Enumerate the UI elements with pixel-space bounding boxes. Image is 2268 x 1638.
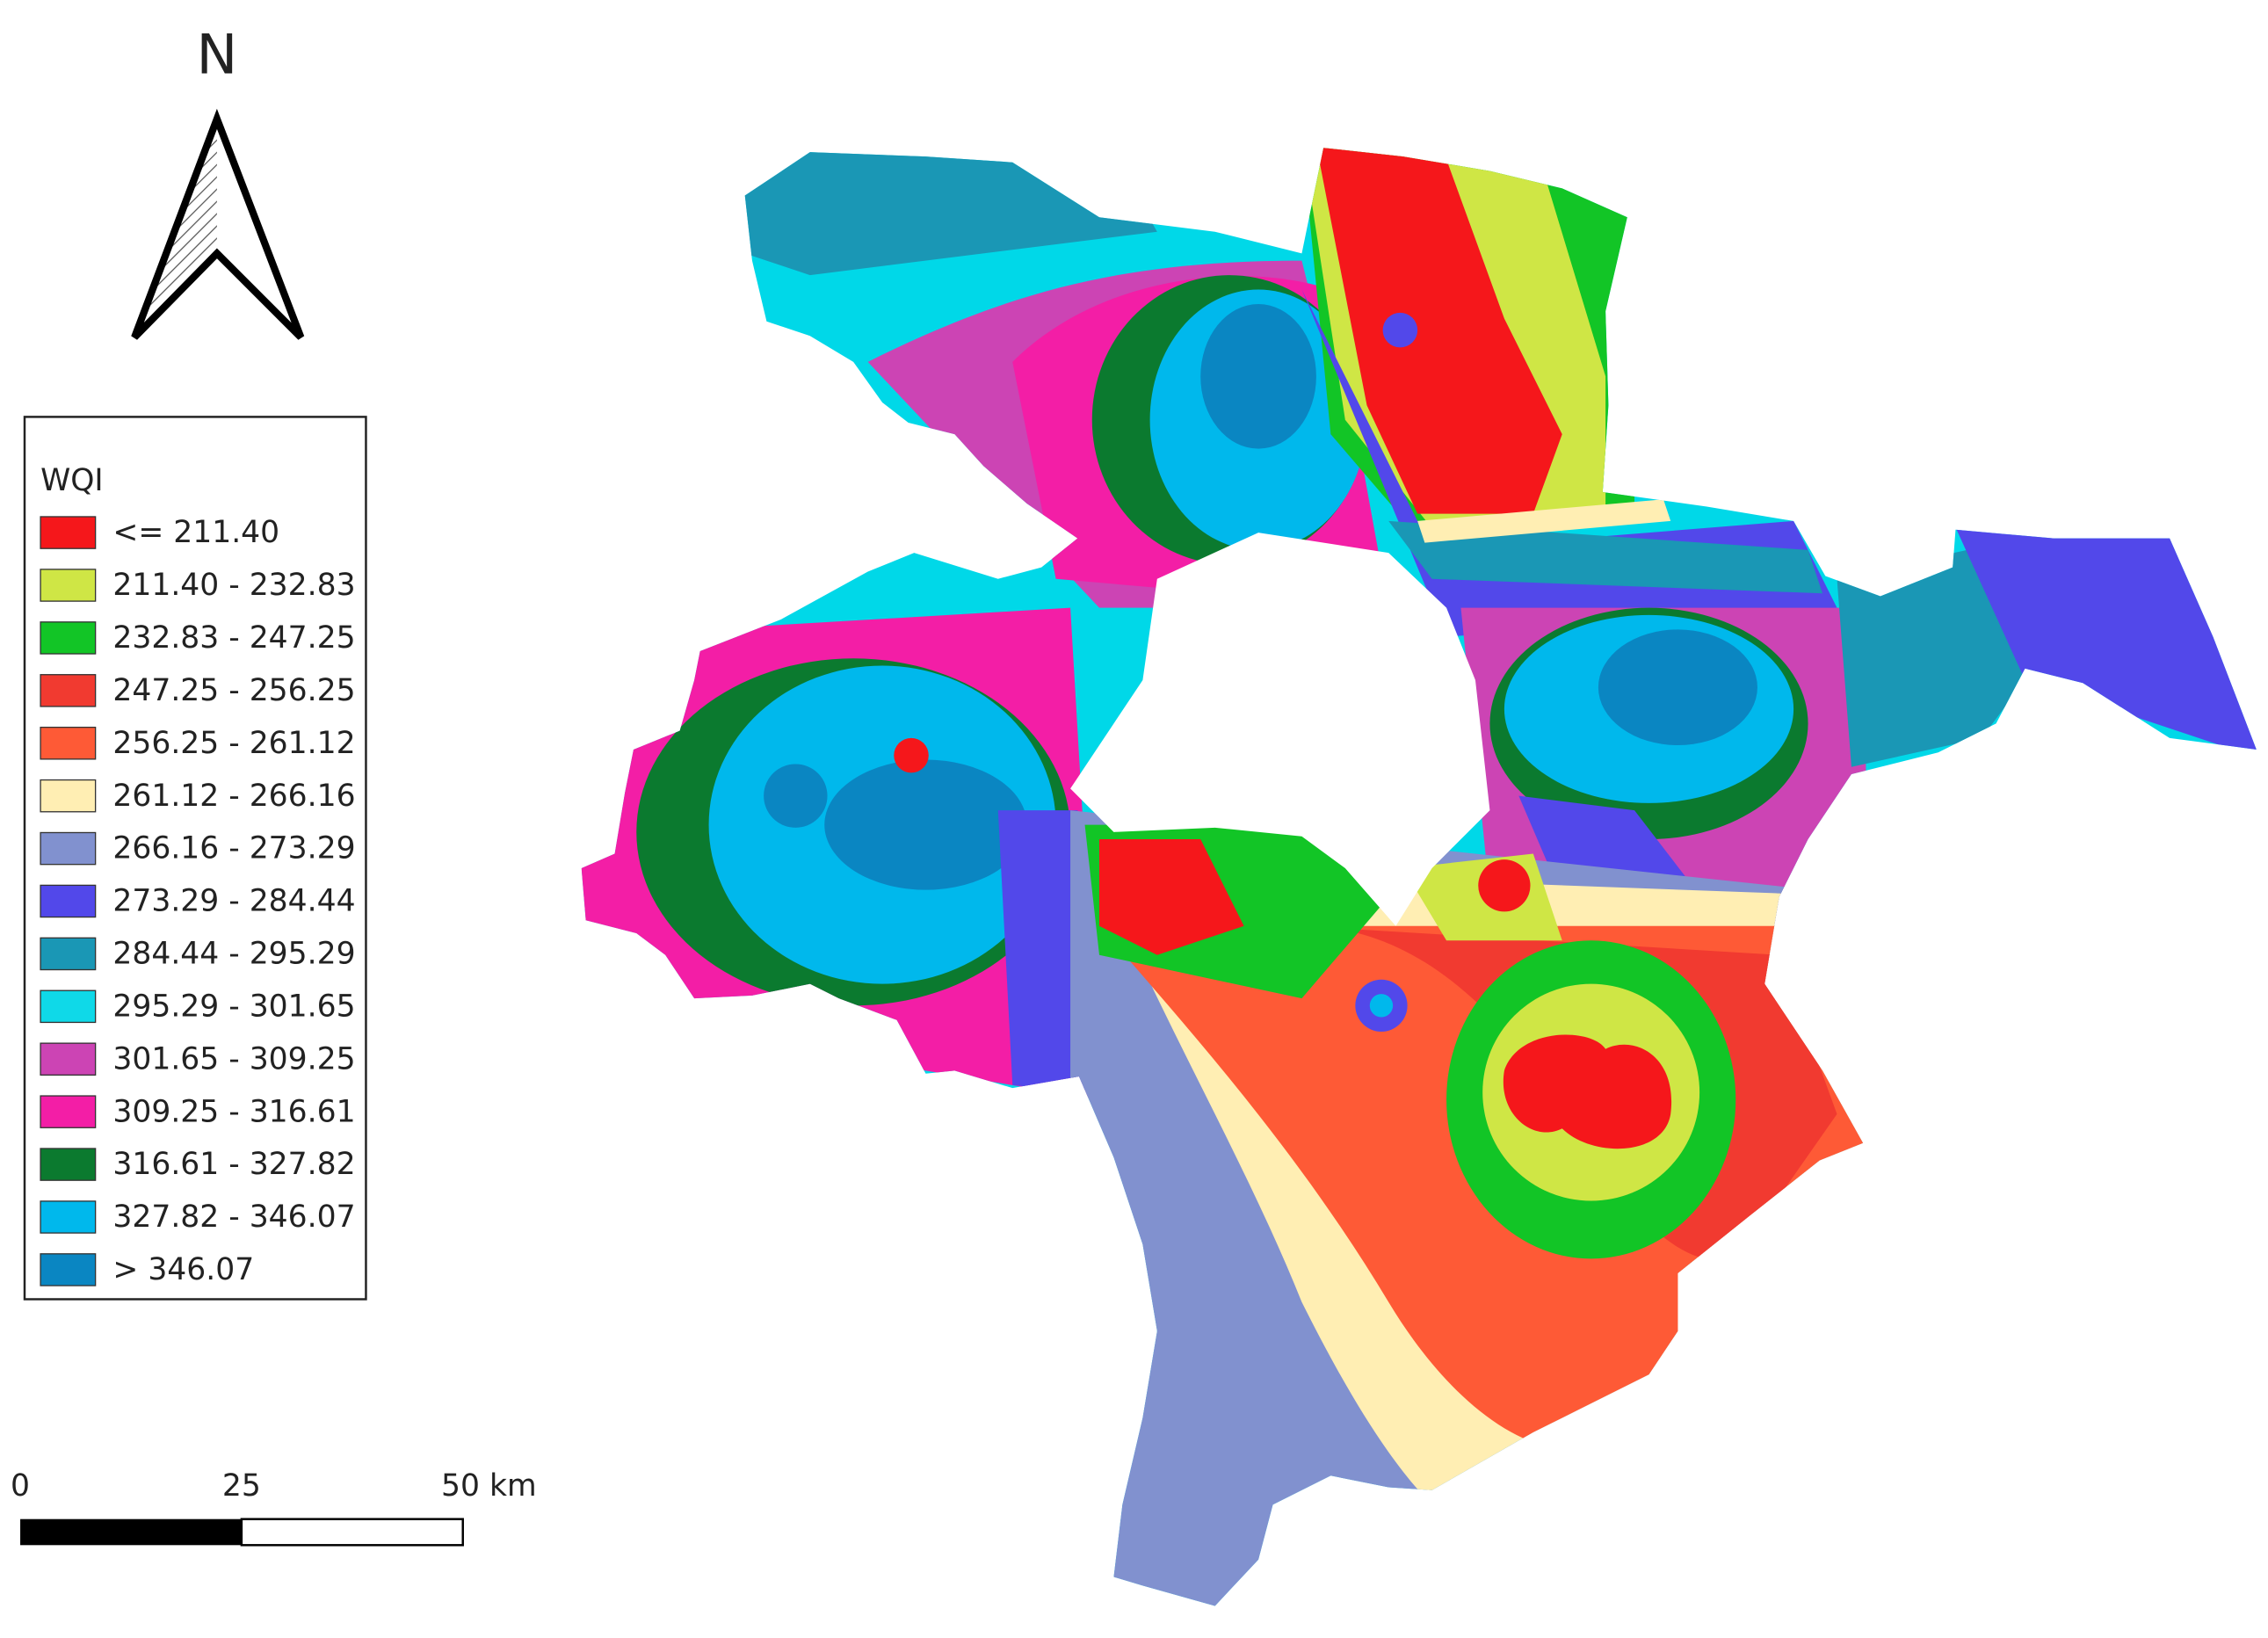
legend-items: <= 211.40 211.40 - 232.83 232.83 - 247.25 2… bbox=[40, 515, 356, 1287]
legend-swatch bbox=[40, 1148, 97, 1181]
legend-swatch bbox=[40, 779, 97, 813]
legend-swatch bbox=[40, 516, 97, 549]
legend-swatch bbox=[40, 831, 97, 866]
scale-label: 50 km bbox=[441, 1468, 537, 1504]
legend-swatch bbox=[40, 989, 97, 1024]
north-label: N bbox=[197, 22, 238, 86]
legend-swatch bbox=[40, 1253, 97, 1286]
legend-label: 327.82 - 346.07 bbox=[112, 1200, 355, 1235]
legend-label: 309.25 - 316.61 bbox=[112, 1094, 355, 1129]
legend-swatch bbox=[40, 726, 97, 760]
legend-swatch bbox=[40, 937, 97, 971]
legend-title: WQI bbox=[40, 463, 104, 498]
legend-swatch bbox=[40, 1042, 97, 1076]
scale-bar: 0 25 50 km bbox=[11, 1468, 537, 1547]
north-arrow bbox=[131, 108, 305, 340]
legend-label: <= 211.40 bbox=[112, 515, 279, 550]
legend-label: 301.65 - 309.25 bbox=[112, 1041, 355, 1076]
scale-label: 0 bbox=[11, 1468, 30, 1504]
legend-label: 284.44 - 295.29 bbox=[112, 937, 355, 972]
legend-label: > 346.07 bbox=[112, 1252, 254, 1287]
legend-label: 273.29 - 284.44 bbox=[112, 884, 355, 919]
legend-label: 211.40 - 232.83 bbox=[112, 568, 355, 603]
scale-label: 25 bbox=[222, 1468, 261, 1504]
legend-swatch bbox=[40, 621, 97, 655]
legend-swatch bbox=[40, 884, 97, 918]
legend-label: 247.25 - 256.25 bbox=[112, 673, 355, 708]
scale-segment bbox=[240, 1518, 464, 1547]
scale-segment bbox=[20, 1518, 242, 1546]
legend-swatch bbox=[40, 674, 97, 707]
central-hole bbox=[1070, 533, 1490, 926]
legend-label: 266.16 - 273.29 bbox=[112, 831, 355, 866]
legend-label: 256.25 - 261.12 bbox=[112, 726, 355, 761]
legend-label: 316.61 - 327.82 bbox=[112, 1147, 355, 1182]
legend-label: 232.83 - 247.25 bbox=[112, 620, 355, 656]
legend-swatch bbox=[40, 1200, 97, 1234]
legend-label: 295.29 - 301.65 bbox=[112, 989, 355, 1024]
legend-swatch bbox=[40, 1095, 97, 1128]
legend-label: 261.12 - 266.16 bbox=[112, 779, 355, 814]
legend-swatch bbox=[40, 569, 97, 602]
